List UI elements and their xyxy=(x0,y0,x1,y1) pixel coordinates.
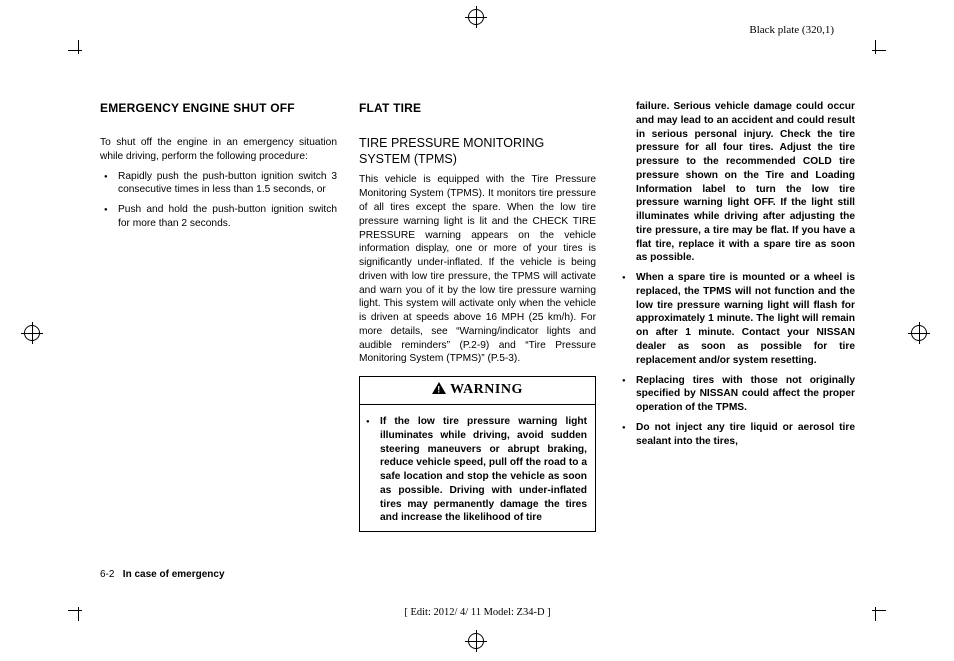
column-2: FLAT TIRE TIRE PRESSURE MONITORING SYSTE… xyxy=(359,100,596,540)
registration-mark-top xyxy=(465,6,487,28)
list-item: If the low tire pressure warning light i… xyxy=(362,415,587,525)
list-item: Push and hold the push-button ignition s… xyxy=(100,203,337,231)
registration-mark-bottom xyxy=(465,630,487,652)
footer: 6-2 In case of emergency xyxy=(100,569,225,580)
col1-bullets: Rapidly push the push-button ignition sw… xyxy=(100,170,337,231)
col2-title: FLAT TIRE xyxy=(359,100,596,116)
warning-triangle-icon: ! xyxy=(432,382,446,401)
col2-body: This vehicle is equipped with the Tire P… xyxy=(359,173,596,366)
col1-intro: To shut off the engine in an emergency s… xyxy=(100,136,337,164)
registration-mark-right xyxy=(908,322,930,344)
warning-body: If the low tire pressure warning light i… xyxy=(360,405,595,525)
col1-title: EMERGENCY ENGINE SHUT OFF xyxy=(100,100,337,116)
list-item: Do not inject any tire liquid or aerosol… xyxy=(618,421,855,449)
warning-header: ! WARNING xyxy=(360,377,595,405)
columns: EMERGENCY ENGINE SHUT OFF To shut off th… xyxy=(100,100,855,540)
col3-continuation: failure. Serious vehicle damage could oc… xyxy=(636,100,855,265)
warning-box: ! WARNING If the low tire pressure warni… xyxy=(359,376,596,532)
list-item: Replacing tires with those not originall… xyxy=(618,374,855,415)
page-content: EMERGENCY ENGINE SHUT OFF To shut off th… xyxy=(100,100,855,580)
col2-subheading: TIRE PRESSURE MONITORING SYSTEM (TPMS) xyxy=(359,136,596,167)
warning-label: WARNING xyxy=(450,382,523,397)
footer-section: In case of emergency xyxy=(123,569,225,580)
registration-mark-left xyxy=(21,322,43,344)
list-item: Rapidly push the push-button ignition sw… xyxy=(100,170,337,198)
edit-meta: [ Edit: 2012/ 4/ 11 Model: Z34-D ] xyxy=(100,607,855,618)
column-1: EMERGENCY ENGINE SHUT OFF To shut off th… xyxy=(100,100,337,540)
list-item: When a spare tire is mounted or a wheel … xyxy=(618,271,855,367)
column-3: failure. Serious vehicle damage could oc… xyxy=(618,100,855,540)
page-number: 6-2 xyxy=(100,569,114,580)
plate-label: Black plate (320,1) xyxy=(749,24,834,36)
svg-text:!: ! xyxy=(437,385,441,395)
col3-bullets: When a spare tire is mounted or a wheel … xyxy=(618,271,855,448)
